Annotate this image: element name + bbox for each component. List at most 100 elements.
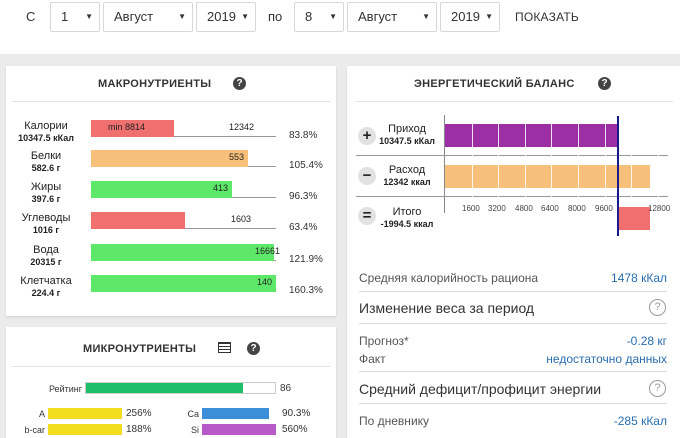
chevron-down-icon: ▼ <box>178 12 186 21</box>
help-icon[interactable]: ? <box>247 342 260 355</box>
macro-bar-value: 413 <box>213 183 229 193</box>
macro-name-label: Углеводы <box>21 212 71 224</box>
macro-name-label: Вода <box>33 244 59 256</box>
from-month-select[interactable]: Август ▼ <box>103 2 193 32</box>
macro-track <box>91 136 276 137</box>
row-separator <box>356 155 668 156</box>
micro-bar <box>48 424 122 435</box>
axis-tick-label: 9600 <box>595 204 613 213</box>
macro-name: Калории 10347.5 кКал <box>12 120 80 144</box>
fact-value: недостаточно данных <box>546 352 667 366</box>
macro-name-label: Калории <box>24 120 68 132</box>
avg-calories-value: 1478 кКал <box>611 271 667 285</box>
axis-tick-label: 6400 <box>541 204 559 213</box>
help-icon[interactable]: ? <box>598 77 611 90</box>
gridline <box>472 118 473 200</box>
macro-amount: 1016 г <box>32 225 60 235</box>
chevron-down-icon: ▼ <box>329 12 337 21</box>
macro-bar <box>91 212 185 229</box>
to-month-select[interactable]: Август ▼ <box>347 2 437 32</box>
minus-icon[interactable]: − <box>358 167 376 185</box>
plus-icon[interactable]: + <box>358 127 376 145</box>
micro-percent: 560% <box>282 424 308 435</box>
divider <box>355 101 673 102</box>
macro-name-label: Клетчатка <box>20 275 72 287</box>
micro-bar <box>48 408 122 419</box>
micro-bar <box>202 424 276 435</box>
chevron-down-icon: ▼ <box>485 12 493 21</box>
diary-row: По дневнику -285 кКал <box>359 414 667 428</box>
help-icon[interactable]: ? <box>649 380 666 397</box>
gridline <box>578 118 579 200</box>
from-day-select[interactable]: 1 ▼ <box>50 2 100 32</box>
gridline <box>551 118 552 200</box>
gridline <box>525 118 526 200</box>
income-marker <box>617 116 619 236</box>
from-year-select[interactable]: 2019 ▼ <box>196 2 256 32</box>
forecast-row: Прогноз* -0.28 кг <box>359 334 667 348</box>
macro-target-value: 12342 <box>229 122 255 132</box>
macro-bar-value: 553 <box>229 152 245 162</box>
chart-axis <box>444 115 445 213</box>
chevron-down-icon: ▼ <box>422 12 430 21</box>
micro-name: b-car <box>24 425 45 435</box>
macro-percent: 96.3% <box>289 191 318 202</box>
macro-bar <box>91 244 274 261</box>
macro-bar-value: min 8814 <box>108 122 146 132</box>
macro-amount: 397.6 г <box>31 194 61 204</box>
rating-value: 86 <box>280 383 292 394</box>
equals-icon: = <box>358 207 376 225</box>
total-label: Итого -1994.5 ккал <box>380 206 434 229</box>
micro-name: Si <box>190 425 199 435</box>
chevron-down-icon: ▼ <box>241 12 249 21</box>
macro-name-label: Белки <box>30 150 62 162</box>
to-year-select[interactable]: 2019 ▼ <box>440 2 500 32</box>
axis-tick-label: 12800 <box>648 204 671 213</box>
macro-percent: 105.4% <box>289 160 323 171</box>
total-bar <box>617 207 650 230</box>
to-day-select[interactable]: 8 ▼ <box>294 2 344 32</box>
show-button[interactable]: ПОКАЗАТЬ <box>515 10 579 24</box>
weight-change-title: Изменение веса за период <box>359 300 535 316</box>
macro-name: Углеводы 1016 г <box>12 212 80 236</box>
forecast-value: -0.28 кг <box>626 334 667 348</box>
macro-name: Клетчатка 224.4 г <box>12 275 80 299</box>
gridline <box>605 118 606 200</box>
help-icon[interactable]: ? <box>233 77 246 90</box>
macro-bar-value: 16661 <box>255 246 281 256</box>
divider <box>12 366 330 367</box>
micro-percent: 256% <box>126 408 152 419</box>
help-icon[interactable]: ? <box>649 299 666 316</box>
chevron-down-icon: ▼ <box>85 12 93 21</box>
macro-amount: 224.4 г <box>31 288 61 298</box>
macro-name: Жиры 397.6 г <box>12 181 80 205</box>
macro-bar <box>91 275 276 292</box>
row-separator <box>356 196 668 197</box>
rating-label: Рейтинг <box>48 384 82 394</box>
axis-tick-label: 1600 <box>462 204 480 213</box>
avg-calories-row: Средняя калорийность рациона 1478 кКал <box>359 271 667 285</box>
micro-percent: 90.3% <box>282 408 311 419</box>
micro-bar <box>202 408 269 419</box>
macro-bar-value: 140 <box>257 277 273 287</box>
expense-label: Расход 12342 ккал <box>383 164 431 187</box>
macro-bar <box>91 181 232 198</box>
macro-bar <box>91 120 174 137</box>
macro-name-label: Жиры <box>30 181 62 193</box>
income-label: Приход 10347.5 кКал <box>379 123 435 146</box>
table-icon[interactable] <box>218 342 231 353</box>
macro-target-value: 1603 <box>231 214 252 224</box>
date-filter-bar: С 1 ▼ Август ▼ 2019 ▼ по 8 ▼ Август ▼ 2019 ▼ П… <box>0 0 680 54</box>
divider <box>359 403 667 404</box>
divider <box>359 291 667 292</box>
macro-amount: 10347.5 кКал <box>18 133 74 143</box>
macro-amount: 20315 г <box>30 257 62 267</box>
from-label: С <box>26 9 36 24</box>
income-bar <box>445 124 617 147</box>
divider <box>359 371 667 372</box>
micro-name: Ca <box>187 409 199 419</box>
divider <box>12 101 330 102</box>
micro-name: A <box>38 409 45 419</box>
diary-value: -285 кКал <box>613 414 667 428</box>
axis-tick-label: 4800 <box>515 204 533 213</box>
